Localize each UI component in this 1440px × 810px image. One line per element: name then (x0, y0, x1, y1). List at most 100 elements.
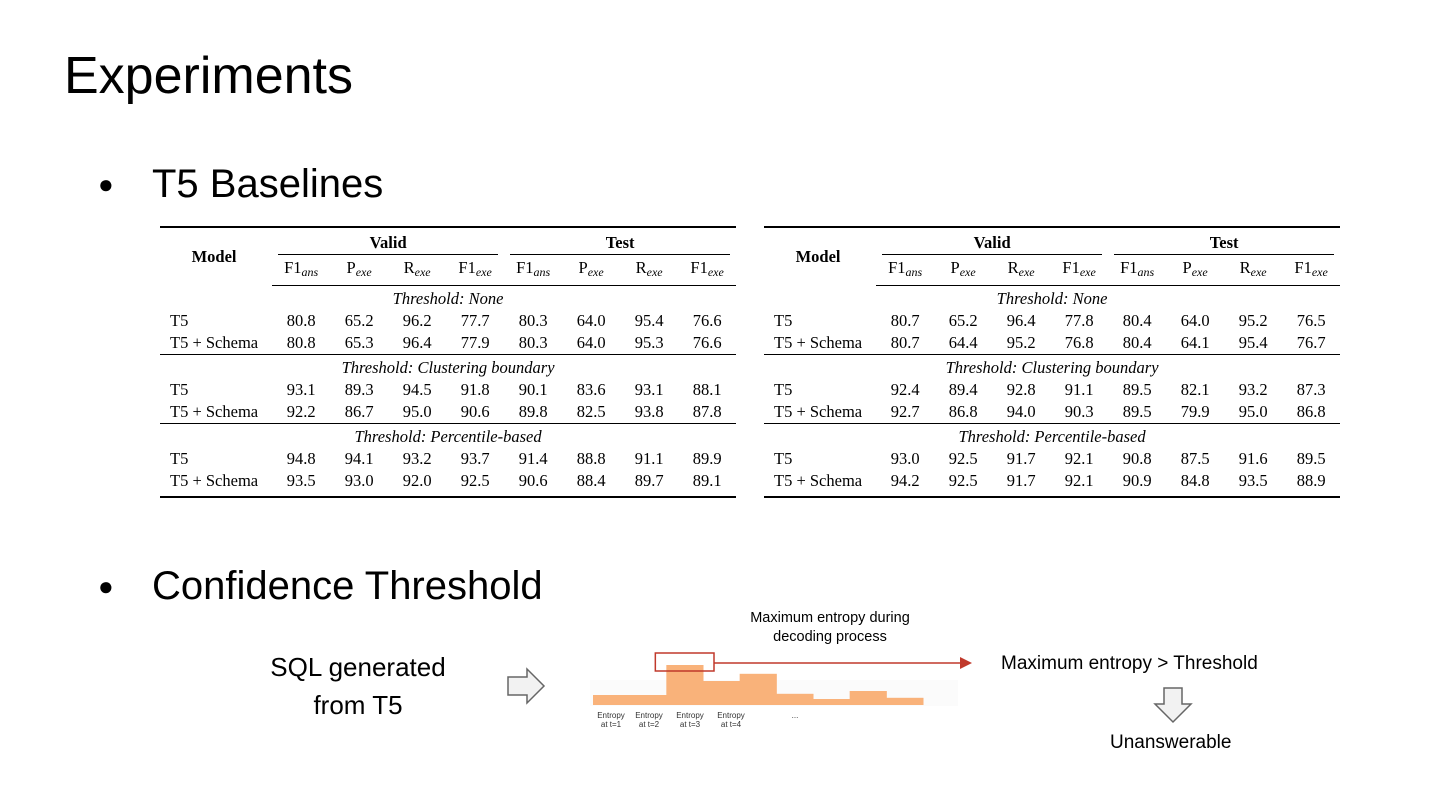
metric-header: F1exe (678, 255, 737, 286)
slide-title: Experiments (64, 47, 353, 105)
model-name-cell: T5 + Schema (774, 402, 863, 421)
metric-header: Pexe (562, 255, 621, 286)
metric-header: Pexe (934, 255, 993, 286)
value-cell: 92.1 (1064, 471, 1094, 490)
value-cell: 94.0 (1006, 402, 1036, 421)
threshold-label: Threshold: Percentile-based (764, 423, 1341, 448)
metric-header: Rexe (992, 255, 1051, 286)
model-name-cell: T5 + Schema (774, 471, 863, 490)
value-cell: 86.7 (344, 402, 374, 421)
entropy-tick-label: Entropy at t=3 (670, 711, 710, 729)
value-cell: 94.5 (402, 380, 432, 399)
value-cell: 80.4 (1122, 333, 1152, 352)
value-cell: 76.7 (1296, 333, 1326, 352)
value-cell: 93.2 (402, 449, 432, 468)
sql-generated-line-2: from T5 (313, 690, 403, 720)
model-name-cell: T5 (170, 380, 189, 399)
model-name-cell: T5 + Schema (170, 402, 259, 421)
value-cell: 89.9 (692, 449, 722, 468)
value-cell: 90.6 (518, 471, 548, 490)
metric-subscript: exe (646, 265, 663, 279)
bullet-dot-icon: ● (98, 169, 114, 199)
value-cell: 92.7 (890, 402, 920, 421)
threshold-row: Threshold: Clustering boundary (160, 354, 737, 379)
metric-subscript: ans (1137, 265, 1155, 279)
entropy-tick-label: Entropy at t=1 (591, 711, 631, 729)
tick-label-line: at t=2 (638, 720, 660, 729)
tick-label-line: at t=3 (679, 720, 701, 729)
annotation-line-1: Maximum entropy during (750, 610, 910, 626)
metrics-row: F1ans Pexe Rexe F1exe F1ans Pexe Rexe F1exe (160, 255, 737, 286)
value-cell: 65.2 (948, 311, 978, 330)
metric-base: F1 (458, 258, 476, 277)
metric-subscript: exe (414, 265, 431, 279)
results-table-left: Model Valid Test F1ans Pexe Rexe F1exe F1ans Pex… (160, 226, 737, 498)
value-cell: 91.8 (460, 380, 490, 399)
group-header-label: Valid (882, 232, 1103, 255)
entropy-bar (776, 693, 814, 705)
metric-base: R (635, 258, 647, 277)
table-row: T5 94.8 94.1 93.2 93.7 91.4 88.8 91.1 89.9 (160, 448, 736, 470)
value-cell: 93.8 (634, 402, 664, 421)
metric-subscript: ans (905, 265, 923, 279)
value-cell: 88.1 (692, 380, 722, 399)
entropy-bar (813, 699, 851, 705)
value-cell: 80.8 (286, 333, 316, 352)
value-cell: 96.4 (1006, 311, 1036, 330)
value-cell: 80.7 (890, 311, 920, 330)
metric-header: F1ans (876, 255, 935, 286)
value-cell: 94.8 (286, 449, 316, 468)
threshold-row: Threshold: None (160, 286, 736, 311)
table-row: T5 93.0 92.5 91.7 92.1 90.8 87.5 91.6 89.5 (764, 448, 1340, 470)
model-name-cell: T5 (774, 449, 793, 468)
threshold-label: Threshold: Clustering boundary (764, 354, 1341, 379)
right-arrow-icon (507, 667, 546, 705)
metric-subscript: exe (707, 265, 724, 279)
tick-label-line: at t=4 (720, 720, 742, 729)
threshold-label: Threshold: Clustering boundary (160, 354, 737, 379)
value-cell: 89.5 (1122, 380, 1152, 399)
value-cell: 77.8 (1064, 311, 1094, 330)
model-header: Model (795, 246, 841, 266)
entropy-tick-label: ... (775, 711, 815, 720)
metric-base: F1 (1294, 258, 1312, 277)
tick-label-line: Entropy (635, 711, 663, 720)
value-cell: 87.8 (692, 402, 722, 421)
metric-subscript: exe (587, 265, 604, 279)
metric-header: Rexe (620, 255, 679, 286)
value-cell: 96.2 (402, 311, 432, 330)
metric-header: Pexe (330, 255, 389, 286)
value-cell: 91.7 (1006, 471, 1036, 490)
unanswerable-label: Unanswerable (1110, 732, 1232, 753)
model-name-cell: T5 (774, 380, 793, 399)
value-cell: 65.3 (344, 333, 374, 352)
metric-header: F1exe (446, 255, 505, 286)
entropy-histogram (590, 652, 972, 706)
value-cell: 80.8 (286, 311, 316, 330)
value-cell: 64.0 (576, 311, 606, 330)
entropy-bar (739, 673, 777, 705)
sql-generated-line-1: SQL generated (270, 652, 446, 682)
table-row: T5 + Schema 80.7 64.4 95.2 76.8 80.4 64.1 95.4 7… (764, 332, 1340, 355)
metric-header: Rexe (388, 255, 447, 286)
value-cell: 89.3 (344, 380, 374, 399)
value-cell: 93.5 (286, 471, 316, 490)
value-cell: 91.4 (518, 449, 548, 468)
metric-subscript: exe (1250, 265, 1267, 279)
group-header-label: Test (1114, 232, 1335, 255)
metric-header: Rexe (1224, 255, 1283, 286)
value-cell: 96.4 (402, 333, 432, 352)
model-name-cell: T5 + Schema (170, 333, 259, 352)
table-row: T5 + Schema 94.2 92.5 91.7 92.1 90.9 84.8 93.5 8… (764, 470, 1340, 497)
metric-base: F1 (690, 258, 708, 277)
value-cell: 92.1 (1064, 449, 1094, 468)
value-cell: 82.1 (1180, 380, 1210, 399)
value-cell: 89.8 (518, 402, 548, 421)
value-cell: 82.5 (576, 402, 606, 421)
metric-subscript: exe (1191, 265, 1208, 279)
table-row: T5 80.7 65.2 96.4 77.8 80.4 64.0 95.2 76.5 (764, 310, 1340, 332)
table-row: T5 + Schema 92.7 86.8 94.0 90.3 89.5 79.9 95.0 8… (764, 401, 1340, 424)
value-cell: 90.3 (1064, 402, 1094, 421)
metric-base: F1 (1120, 258, 1138, 277)
value-cell: 76.6 (692, 333, 722, 352)
